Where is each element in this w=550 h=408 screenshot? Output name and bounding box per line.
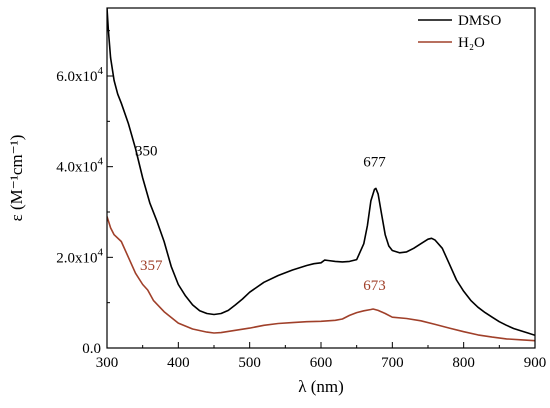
x-tick-label: 300 (96, 355, 119, 371)
x-tick-label: 700 (381, 355, 404, 371)
x-axis-title: λ (nm) (298, 377, 344, 396)
series-line-h2o (107, 216, 535, 342)
x-tick-label: 500 (238, 355, 261, 371)
peak-label-677: 677 (363, 155, 386, 171)
peak-label-673: 673 (363, 278, 386, 294)
legend: DMSO H₂O (418, 13, 502, 51)
ticks-layer: 300 400 500 600 700 800 900 0.0 2.0x104 4.0x104 6.… (56, 30, 547, 371)
y-tick-label: 6.0x104 (56, 65, 103, 85)
series-layer (107, 8, 535, 342)
peak-label-357: 357 (140, 258, 163, 274)
x-tick-label: 800 (452, 355, 475, 371)
x-tick-label: 600 (310, 355, 333, 371)
y-tick-label: 2.0x104 (56, 246, 103, 266)
y-tick-label: 0.0 (82, 341, 101, 357)
plot-frame (106, 7, 536, 349)
x-tick-label: 400 (167, 355, 190, 371)
legend-label: H₂O (458, 35, 485, 51)
y-axis-title: ε (M⁻¹cm⁻¹) (7, 135, 26, 222)
annotation-layer: 350 677 357 673 (135, 143, 386, 294)
legend-label: DMSO (458, 13, 502, 29)
peak-label-350: 350 (135, 143, 158, 159)
series-line-dmso (107, 8, 535, 337)
y-tick-label: 4.0x104 (56, 156, 103, 176)
x-tick-label: 900 (524, 355, 547, 371)
